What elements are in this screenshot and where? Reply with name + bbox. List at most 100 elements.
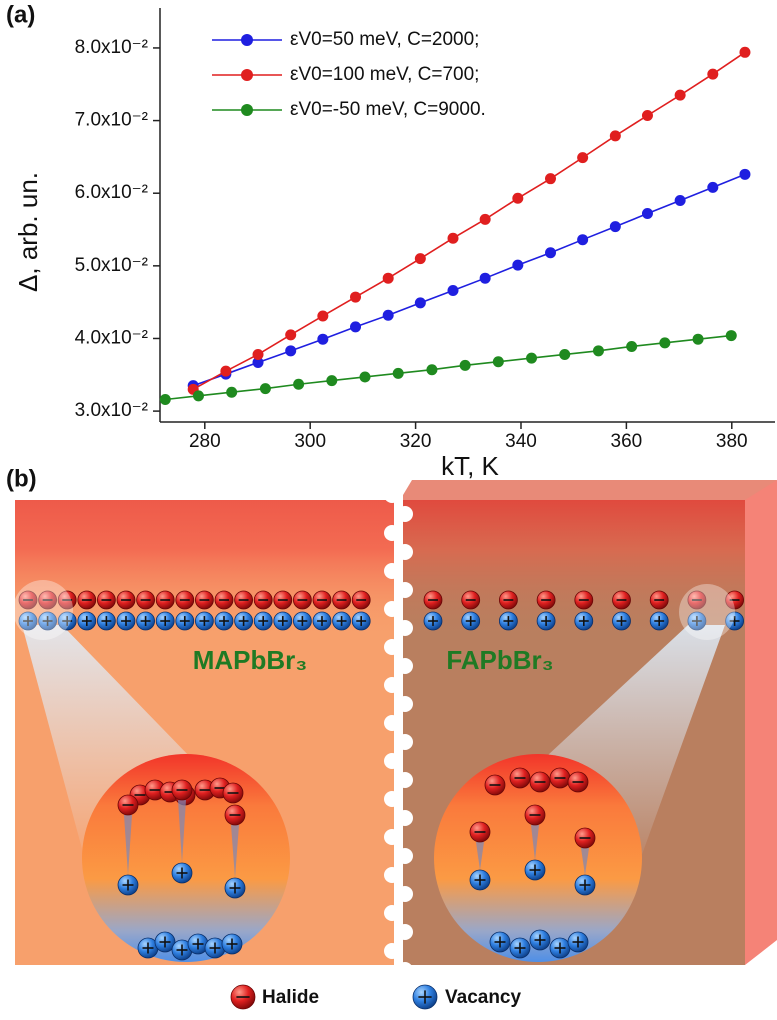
y-tick-label: 5.0x10⁻² <box>75 255 148 276</box>
data-point <box>642 110 653 121</box>
data-point <box>226 387 237 398</box>
y-tick-label: 6.0x10⁻² <box>75 182 148 203</box>
slab-right-top-face <box>400 480 777 500</box>
gap-wave <box>384 905 400 921</box>
gap-wave <box>384 677 400 693</box>
data-point <box>326 375 337 386</box>
data-point <box>726 330 737 341</box>
legend-label: εV0=50 meV, C=2000; <box>290 29 479 50</box>
zoom-spot <box>679 584 735 640</box>
data-point <box>293 379 304 390</box>
data-point <box>526 353 537 364</box>
gap-wave <box>384 829 400 845</box>
gap-wave <box>397 810 413 826</box>
data-point <box>610 221 621 232</box>
material-label: MAPbBr₃ <box>193 645 308 675</box>
gap-wave <box>384 601 400 617</box>
gap-wave <box>384 715 400 731</box>
gap-wave <box>397 582 413 598</box>
gap-wave <box>384 943 400 959</box>
gap-wave <box>397 620 413 636</box>
gap-wave <box>397 886 413 902</box>
y-tick-label: 3.0x10⁻² <box>75 400 148 421</box>
data-point <box>260 383 271 394</box>
gap-wave <box>384 639 400 655</box>
data-point <box>659 337 670 348</box>
legend-label: εV0=-50 meV, C=9000. <box>290 99 486 120</box>
data-point <box>220 366 231 377</box>
y-axis-label: Δ, arb. un. <box>13 172 43 292</box>
legend-label: Vacancy <box>445 987 521 1008</box>
data-point <box>577 152 588 163</box>
x-tick-label: 280 <box>189 431 221 452</box>
material-label: FAPbBr₃ <box>446 645 553 675</box>
diagram: (b) MAPbBr₃ FAPbBr₃ Halide Vacancy <box>6 465 777 1009</box>
x-axis-label: kT, K <box>441 451 499 481</box>
gap-wave <box>384 525 400 541</box>
y-tick-label: 8.0x10⁻² <box>75 37 148 58</box>
data-point <box>393 368 404 379</box>
data-point <box>493 356 504 367</box>
data-point <box>626 341 637 352</box>
gap-wave <box>397 924 413 940</box>
gap-wave <box>397 658 413 674</box>
data-point <box>448 233 459 244</box>
data-point <box>415 253 426 264</box>
data-point <box>253 349 264 360</box>
data-point <box>480 273 491 284</box>
data-point <box>593 345 604 356</box>
data-point <box>559 349 570 360</box>
legend-marker <box>241 69 253 81</box>
data-point <box>460 360 471 371</box>
panel-label: (a) <box>6 1 35 28</box>
data-point <box>512 193 523 204</box>
data-point <box>350 292 361 303</box>
gap-wave <box>397 848 413 864</box>
data-point <box>383 273 394 284</box>
data-point <box>675 195 686 206</box>
data-point <box>480 214 491 225</box>
data-point <box>739 47 750 58</box>
series-line <box>165 336 731 400</box>
data-point <box>707 69 718 80</box>
data-point <box>707 182 718 193</box>
data-point <box>415 297 426 308</box>
x-tick-label: 320 <box>400 431 432 452</box>
data-point <box>610 130 621 141</box>
gap-wave <box>397 696 413 712</box>
gap-wave <box>384 791 400 807</box>
legend-label: Halide <box>262 987 319 1008</box>
x-tick-label: 380 <box>716 431 748 452</box>
x-tick-label: 300 <box>294 431 326 452</box>
data-point <box>426 364 437 375</box>
data-point <box>545 247 556 258</box>
gap-wave <box>384 487 400 503</box>
data-point <box>577 234 588 245</box>
panel-label: (b) <box>6 465 37 492</box>
legend-label: εV0=100 meV, C=700; <box>290 64 479 85</box>
gap-wave <box>397 544 413 560</box>
gap-wave <box>397 772 413 788</box>
legend-marker <box>241 34 253 46</box>
data-point <box>317 310 328 321</box>
data-point <box>693 334 704 345</box>
data-point <box>285 329 296 340</box>
data-point <box>285 345 296 356</box>
gap-wave <box>397 734 413 750</box>
data-point <box>350 321 361 332</box>
data-point <box>317 334 328 345</box>
y-tick-label: 7.0x10⁻² <box>75 110 148 131</box>
zoom-spot <box>13 580 73 640</box>
gap-wave <box>384 563 400 579</box>
data-point <box>642 208 653 219</box>
series-line <box>193 174 745 385</box>
data-point <box>512 260 523 271</box>
legend-marker <box>241 104 253 116</box>
gap-wave <box>384 753 400 769</box>
data-point <box>675 90 686 101</box>
gap-wave <box>397 962 413 978</box>
figure: (a) kT, K Δ, arb. un. 280300320340360380… <box>0 0 777 1020</box>
data-point <box>448 285 459 296</box>
data-point <box>160 394 171 405</box>
